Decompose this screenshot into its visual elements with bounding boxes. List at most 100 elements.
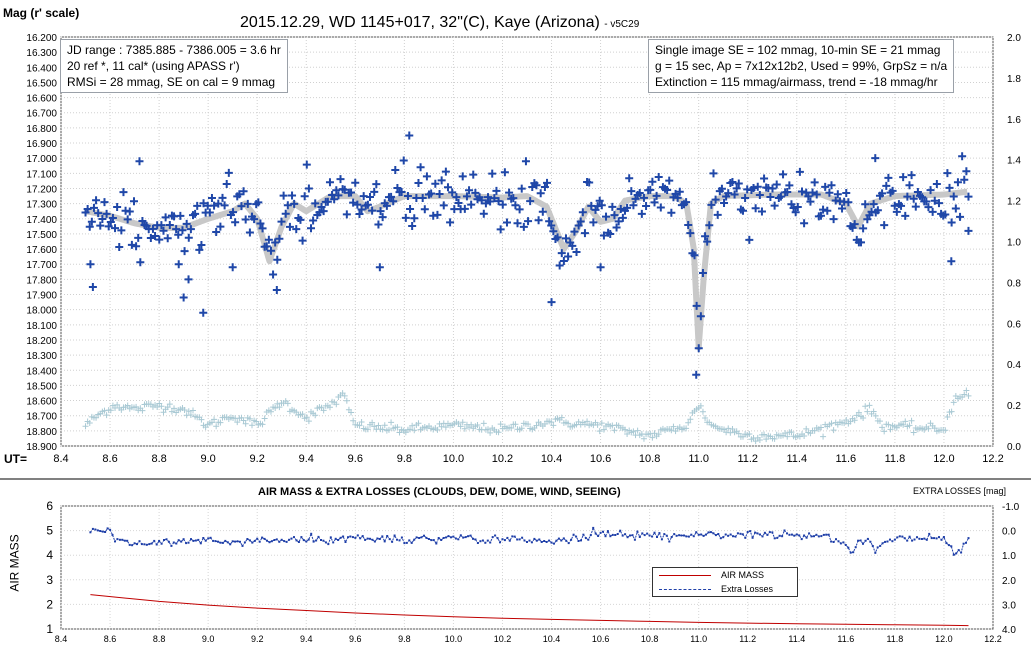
extra-losses-point xyxy=(305,540,308,543)
y-left-tick-label: 18.500 xyxy=(26,381,57,392)
magnitude-point xyxy=(667,208,676,217)
magnitude-point xyxy=(629,201,638,210)
magnitude-point xyxy=(298,236,307,245)
magnitude-point xyxy=(235,190,244,199)
extra-losses-point xyxy=(557,537,560,540)
y-left-tick-label: 18.800 xyxy=(26,427,57,438)
magnitude-point xyxy=(730,190,739,199)
magnitude-point xyxy=(728,177,737,186)
bottom-y-right-tick-label: 1.0 xyxy=(1002,551,1016,562)
magnitude-point xyxy=(469,170,478,179)
bottom-right-axis-label: EXTRA LOSSES [mag] xyxy=(913,486,1007,496)
magnitude-point xyxy=(650,198,659,207)
magnitude-point xyxy=(932,179,941,188)
extra-losses-point xyxy=(619,529,622,532)
magnitude-point xyxy=(949,192,958,201)
y-left-tick-label: 16.700 xyxy=(26,109,57,120)
magnitude-point xyxy=(488,169,497,178)
bottom-y-left-tick-label: 2 xyxy=(46,597,53,611)
extra-loss-point xyxy=(683,425,690,432)
magnitude-point xyxy=(810,178,819,187)
extra-loss-point xyxy=(394,424,401,431)
extra-losses-point xyxy=(950,545,953,548)
extra-losses-point xyxy=(795,533,798,536)
magnitude-point xyxy=(256,219,265,228)
extra-loss-point xyxy=(139,407,146,414)
magnitude-point xyxy=(505,188,514,197)
magnitude-point xyxy=(88,282,97,291)
extra-loss-point xyxy=(485,426,492,433)
extra-losses-point xyxy=(217,540,219,543)
extra-loss-point xyxy=(621,426,628,433)
extra-loss-point xyxy=(468,421,475,428)
magnitude-point xyxy=(111,224,120,233)
magnitude-point xyxy=(741,194,750,203)
magnitude-point xyxy=(87,217,96,226)
extra-loss-point xyxy=(356,422,363,429)
extra-loss-point xyxy=(272,405,279,412)
x-tick-label: 10.4 xyxy=(541,453,562,465)
magnitude-point xyxy=(334,191,343,200)
magnitude-point xyxy=(642,201,651,210)
y-right-tick-label: 0.0 xyxy=(1007,442,1021,453)
extra-loss-point xyxy=(860,415,867,422)
extra-loss-point xyxy=(655,431,662,438)
extra-loss-point xyxy=(594,421,601,428)
extra-loss-point xyxy=(752,438,759,445)
extra-loss-point xyxy=(326,404,333,411)
magnitude-point xyxy=(549,227,558,236)
magnitude-point xyxy=(751,204,760,213)
extra-loss-point xyxy=(299,411,306,418)
magnitude-point xyxy=(498,200,507,209)
extra-loss-point xyxy=(457,423,464,430)
legend-swatch-airmass xyxy=(659,574,711,576)
bottom-x-tick-label: 10.8 xyxy=(641,634,659,644)
magnitude-point xyxy=(779,170,788,179)
extra-losses-point xyxy=(445,536,448,539)
magnitude-point xyxy=(905,181,914,190)
magnitude-point xyxy=(222,179,231,188)
magnitude-point xyxy=(953,178,962,187)
magnitude-point xyxy=(108,214,117,223)
extra-loss-point xyxy=(369,419,376,426)
extra-losses-point xyxy=(339,536,342,539)
magnitude-point xyxy=(302,160,311,169)
y-left-tick-label: 16.400 xyxy=(26,63,57,74)
extra-loss-point xyxy=(598,420,605,427)
extra-losses-point xyxy=(99,530,102,532)
extra-losses-point xyxy=(310,532,313,535)
magnitude-point xyxy=(178,226,187,235)
extra-loss-point xyxy=(213,423,220,430)
magnitude-point xyxy=(568,241,577,250)
extra-losses-point xyxy=(942,536,945,538)
magnitude-point xyxy=(873,206,882,215)
extra-losses-point xyxy=(562,537,565,540)
extra-losses-point xyxy=(862,542,864,545)
magnitude-point xyxy=(218,193,227,202)
extra-losses-point xyxy=(192,539,195,542)
magnitude-point xyxy=(599,231,608,240)
magnitude-point xyxy=(557,249,566,258)
magnitude-point xyxy=(922,197,931,206)
extra-losses-point xyxy=(714,534,717,537)
magnitude-point xyxy=(410,214,419,223)
extra-loss-point xyxy=(379,426,386,433)
magnitude-point xyxy=(945,183,954,192)
extra-loss-point xyxy=(735,430,742,437)
chart-title-text: 2015.12.29, WD 1145+017, 32"(C), Kaye (A… xyxy=(240,14,600,31)
magnitude-point xyxy=(94,209,103,218)
extra-loss-point xyxy=(518,425,525,432)
y-left-tick-label: 18.400 xyxy=(26,366,57,377)
magnitude-point xyxy=(231,218,240,227)
magnitude-point xyxy=(884,173,893,182)
magnitude-point xyxy=(433,210,442,219)
extra-loss-point xyxy=(879,424,886,431)
extra-loss-point xyxy=(261,415,268,422)
extra-losses-point xyxy=(908,535,911,538)
extra-loss-point xyxy=(107,407,114,414)
magnitude-point xyxy=(698,268,707,277)
magnitude-point xyxy=(349,198,358,207)
magnitude-point xyxy=(414,178,423,187)
magnitude-point xyxy=(304,184,313,193)
y-right-tick-label: 0.8 xyxy=(1007,278,1021,289)
